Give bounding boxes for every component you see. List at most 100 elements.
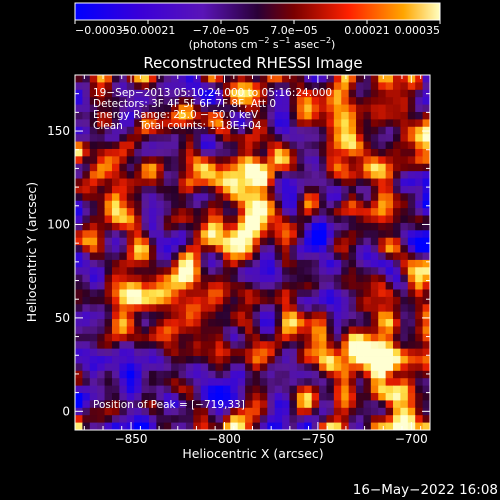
- heatmap-cell: [326, 185, 335, 194]
- heatmap-cell: [333, 422, 342, 430]
- heatmap-cell: [348, 178, 357, 187]
- heatmap-cell: [245, 230, 253, 239]
- heatmap-cell: [385, 393, 394, 401]
- heatmap-cell: [267, 296, 276, 305]
- heatmap-cell: [259, 230, 268, 239]
- heatmap-cell: [215, 267, 224, 276]
- heatmap-cell: [348, 89, 357, 98]
- heatmap-cell: [237, 407, 246, 416]
- heatmap-cell: [415, 119, 424, 128]
- heatmap-cell: [370, 363, 379, 372]
- heatmap-cell: [185, 230, 194, 239]
- heatmap-cell: [111, 156, 120, 165]
- heatmap-cell: [104, 126, 113, 135]
- heatmap-cell: [326, 252, 335, 261]
- heatmap-cell: [289, 289, 298, 298]
- heatmap-cell: [148, 259, 157, 268]
- y-tick-label: 50: [55, 311, 70, 325]
- heatmap-cell: [252, 75, 261, 83]
- heatmap-cell: [400, 311, 409, 320]
- heatmap-cell: [385, 222, 394, 231]
- heatmap-cell: [348, 282, 357, 290]
- heatmap-cell: [267, 282, 276, 290]
- heatmap-cell: [319, 407, 327, 416]
- heatmap-cell: [245, 200, 253, 209]
- heatmap-cell: [141, 333, 150, 342]
- heatmap-cell: [378, 222, 387, 231]
- heatmap-cell: [82, 222, 91, 231]
- heatmap-cell: [171, 407, 179, 416]
- heatmap-cell: [341, 356, 350, 364]
- heatmap-cell: [178, 333, 187, 342]
- heatmap-cell: [378, 311, 387, 320]
- heatmap-cell: [245, 148, 253, 157]
- heatmap-cell: [289, 422, 298, 430]
- heatmap-cell: [178, 111, 187, 120]
- heatmap-cell: [237, 104, 246, 113]
- heatmap-cell: [400, 185, 409, 194]
- heatmap-cell: [311, 82, 320, 91]
- heatmap-cell: [193, 163, 202, 172]
- heatmap-cell: [363, 134, 372, 142]
- heatmap-cell: [185, 259, 194, 268]
- heatmap-cell: [237, 385, 246, 394]
- heatmap-cell: [333, 89, 342, 98]
- heatmap-cell: [171, 89, 179, 98]
- heatmap-cell: [97, 230, 105, 239]
- heatmap-cell: [237, 222, 246, 231]
- heatmap-cell: [370, 267, 379, 276]
- heatmap-cell: [341, 215, 350, 224]
- heatmap-cell: [363, 156, 372, 165]
- heatmap-cell: [370, 215, 379, 224]
- heatmap-cell: [245, 156, 253, 165]
- heatmap-cell: [415, 289, 424, 298]
- heatmap-cell: [119, 407, 128, 416]
- heatmap-cell: [296, 75, 305, 83]
- heatmap-cell: [171, 296, 179, 305]
- heatmap-cell: [333, 141, 342, 150]
- heatmap-cell: [304, 215, 313, 224]
- heatmap-cell: [319, 282, 327, 290]
- heatmap-cell: [363, 104, 372, 113]
- heatmap-cell: [75, 363, 83, 372]
- heatmap-cell: [326, 393, 335, 401]
- heatmap-cell: [82, 252, 91, 261]
- heatmap-cell: [267, 356, 276, 364]
- heatmap-cell: [141, 82, 150, 91]
- heatmap-cell: [134, 356, 142, 364]
- heatmap-cell: [230, 148, 239, 157]
- heatmap-cell: [296, 378, 305, 387]
- heatmap-cell: [274, 407, 283, 416]
- heatmap-cell: [274, 111, 283, 120]
- heatmap-cell: [171, 141, 179, 150]
- heatmap-cell: [407, 193, 416, 202]
- heatmap-cell: [259, 370, 268, 379]
- heatmap-cell: [356, 156, 364, 165]
- heatmap-cell: [267, 237, 276, 246]
- heatmap-cell: [252, 326, 261, 335]
- heatmap-cell: [89, 75, 98, 83]
- heatmap-cell: [208, 304, 216, 313]
- heatmap-cell: [415, 89, 424, 98]
- heatmap-cell: [393, 245, 401, 253]
- heatmap-cell: [215, 296, 224, 305]
- heatmap-cell: [385, 126, 394, 135]
- heatmap-cell: [163, 245, 172, 253]
- heatmap-cell: [245, 341, 253, 350]
- heatmap-cell: [104, 282, 113, 290]
- heatmap-cell: [148, 252, 157, 261]
- heatmap-cell: [326, 75, 335, 83]
- heatmap-cell: [400, 89, 409, 98]
- heatmap-cell: [193, 252, 202, 261]
- heatmap-cell: [370, 289, 379, 298]
- heatmap-cell: [400, 141, 409, 150]
- heatmap-cell: [245, 348, 253, 357]
- heatmap-cell: [415, 163, 424, 172]
- heatmap-cell: [148, 385, 157, 394]
- heatmap-cell: [370, 341, 379, 350]
- heatmap-cell: [311, 304, 320, 313]
- heatmap-cell: [304, 171, 313, 179]
- heatmap-cell: [326, 348, 335, 357]
- heatmap-cell: [393, 422, 401, 430]
- heatmap-cell: [348, 289, 357, 298]
